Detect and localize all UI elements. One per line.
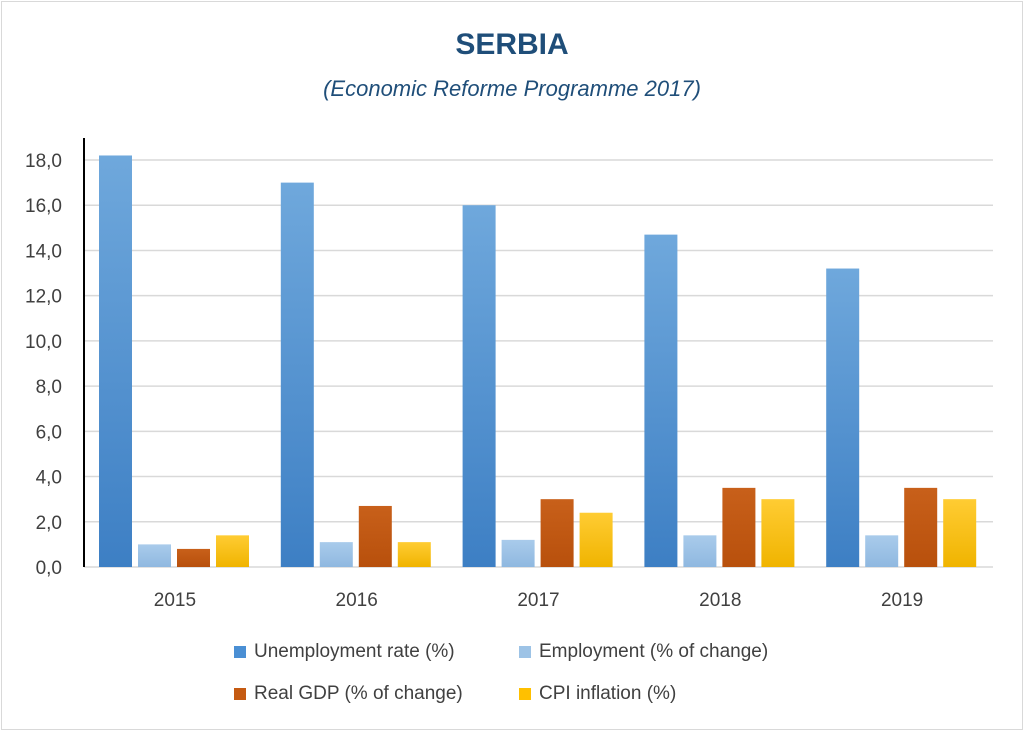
y-tick-label: 2,0: [36, 513, 62, 534]
y-tick-label: 14,0: [25, 241, 62, 262]
x-tick-label: 2018: [699, 590, 741, 611]
y-tick-label: 18,0: [25, 151, 62, 172]
legend-cpi: CPI inflation (%): [519, 683, 676, 705]
bar-employment-2017: [501, 539, 535, 567]
bar-real-2019: [904, 487, 938, 567]
legend-employment: Employment (% of change): [519, 641, 768, 663]
x-tick-label: 2017: [517, 590, 559, 611]
legend-swatch: [519, 688, 531, 700]
bar-unemployment-2015: [99, 155, 132, 567]
bar-cpi-2019: [943, 499, 977, 567]
legend-label: CPI inflation (%): [539, 683, 677, 704]
legend-unemployment: Unemployment rate (%): [234, 641, 455, 663]
bar-unemployment-2016: [280, 182, 314, 567]
y-tick-label: 8,0: [36, 377, 62, 398]
chart-title: SERBIA: [455, 28, 569, 61]
bar-employment-2015: [138, 544, 171, 567]
bar-employment-2016: [319, 542, 353, 567]
bar-employment-2018: [683, 535, 717, 567]
y-tick-label: 6,0: [36, 422, 62, 443]
y-tick-label: 4,0: [36, 468, 62, 489]
bar-unemployment-2017: [462, 205, 496, 567]
bar-cpi-2017: [579, 512, 613, 567]
x-tick-label: 2019: [881, 590, 923, 611]
bar-real-2015: [177, 548, 210, 567]
y-tick-label: 16,0: [25, 196, 62, 217]
legend-swatch: [234, 646, 246, 658]
legend-label: Employment (% of change): [539, 641, 769, 662]
legend-swatch: [519, 646, 531, 658]
bar-unemployment-2019: [826, 268, 860, 567]
legend-swatch: [234, 688, 246, 700]
bar-unemployment-2018: [644, 234, 678, 567]
legend-gdp: Real GDP (% of change): [234, 683, 463, 705]
bar-cpi-2016: [397, 542, 431, 567]
y-tick-label: 10,0: [25, 332, 62, 353]
legend-label: Real GDP (% of change): [254, 683, 463, 704]
bar-employment-2019: [865, 535, 899, 567]
x-tick-label: 2016: [336, 590, 378, 611]
y-tick-label: 12,0: [25, 287, 62, 308]
chart-subtitle: (Economic Reforme Programme 2017): [323, 76, 701, 101]
bar-real-2017: [540, 499, 574, 567]
bar-real-2018: [722, 487, 756, 567]
x-tick-label: 2015: [154, 590, 196, 611]
legend-label: Unemployment rate (%): [254, 641, 455, 662]
bar-cpi-2015: [216, 535, 249, 567]
y-tick-label: 0,0: [36, 558, 62, 579]
bar-cpi-2018: [761, 499, 795, 567]
bar-real-2016: [358, 505, 392, 567]
